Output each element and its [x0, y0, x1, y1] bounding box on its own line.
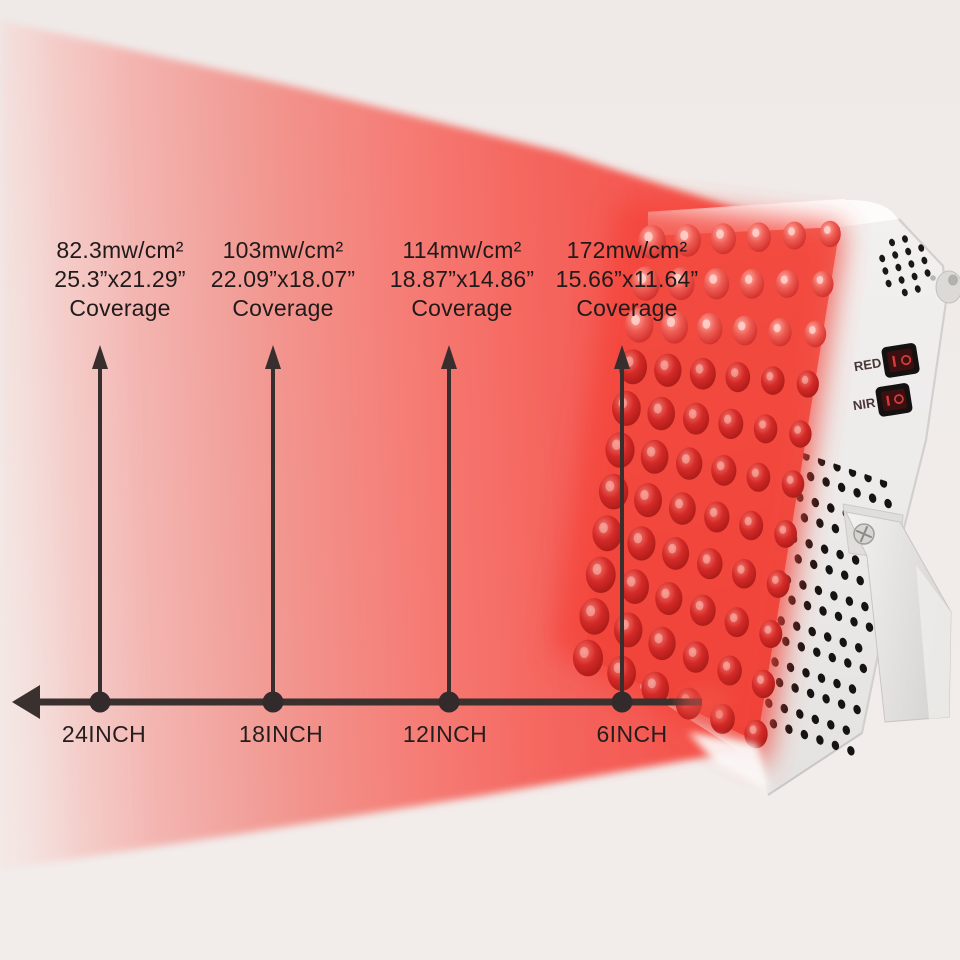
nir-switch: NIR: [852, 383, 913, 417]
distance-label-18inch: 18INCH: [238, 721, 324, 747]
bottom-rim: [688, 732, 770, 792]
red-switch: RED: [853, 343, 920, 378]
axis-tick-dot: [89, 691, 111, 713]
distance-arrow-24inch: [89, 345, 111, 713]
coverage-label: Coverage: [411, 295, 513, 321]
coverage-size: 25.3”x21.29”: [54, 266, 186, 292]
coverage-label: Coverage: [69, 295, 171, 321]
nir-switch-label: NIR: [852, 395, 877, 413]
coverage-label: Coverage: [232, 295, 334, 321]
coverage-size: 18.87”x14.86”: [389, 266, 535, 292]
led-array: [572, 220, 841, 749]
distance-label-6inch: 6INCH: [596, 721, 668, 747]
axis-left-arrowhead: [12, 685, 40, 719]
axis-tick-dot: [611, 691, 633, 713]
measurement-label-6inch: 172mw/cm² 15.66”x11.64” Coverage: [517, 236, 737, 323]
red-switch-label: RED: [853, 355, 882, 374]
distance-arrow-12inch: [438, 345, 460, 713]
coverage-size: 22.09”x18.07”: [210, 266, 356, 292]
power-connector: [935, 270, 960, 304]
kickstand: [842, 503, 952, 723]
irradiance-value: 114mw/cm²: [402, 237, 522, 263]
distance-arrow-18inch: [262, 345, 284, 713]
coverage-size: 15.66”x11.64”: [555, 266, 699, 292]
axis-tick-dot: [438, 691, 460, 713]
distance-arrow-6inch: [611, 345, 633, 713]
irradiance-value: 172mw/cm²: [566, 237, 688, 263]
irradiance-value: 103mw/cm²: [222, 237, 344, 263]
distance-axis: [12, 345, 702, 719]
top-vent-grille: [879, 235, 931, 297]
measurement-label-24inch: 82.3mw/cm² 25.3”x21.29” Coverage: [10, 236, 230, 323]
distance-label-12inch: 12INCH: [402, 721, 488, 747]
measurement-label-12inch: 114mw/cm² 18.87”x14.86” Coverage: [352, 236, 572, 323]
device-panel: RED NIR: [552, 198, 960, 796]
distance-label-24inch: 24INCH: [61, 721, 147, 747]
irradiance-value: 82.3mw/cm²: [56, 237, 184, 263]
coverage-label: Coverage: [576, 295, 678, 321]
pilot-hole: [930, 275, 936, 281]
axis-tick-dot: [262, 691, 284, 713]
measurement-label-18inch: 103mw/cm² 22.09”x18.07” Coverage: [173, 236, 393, 323]
